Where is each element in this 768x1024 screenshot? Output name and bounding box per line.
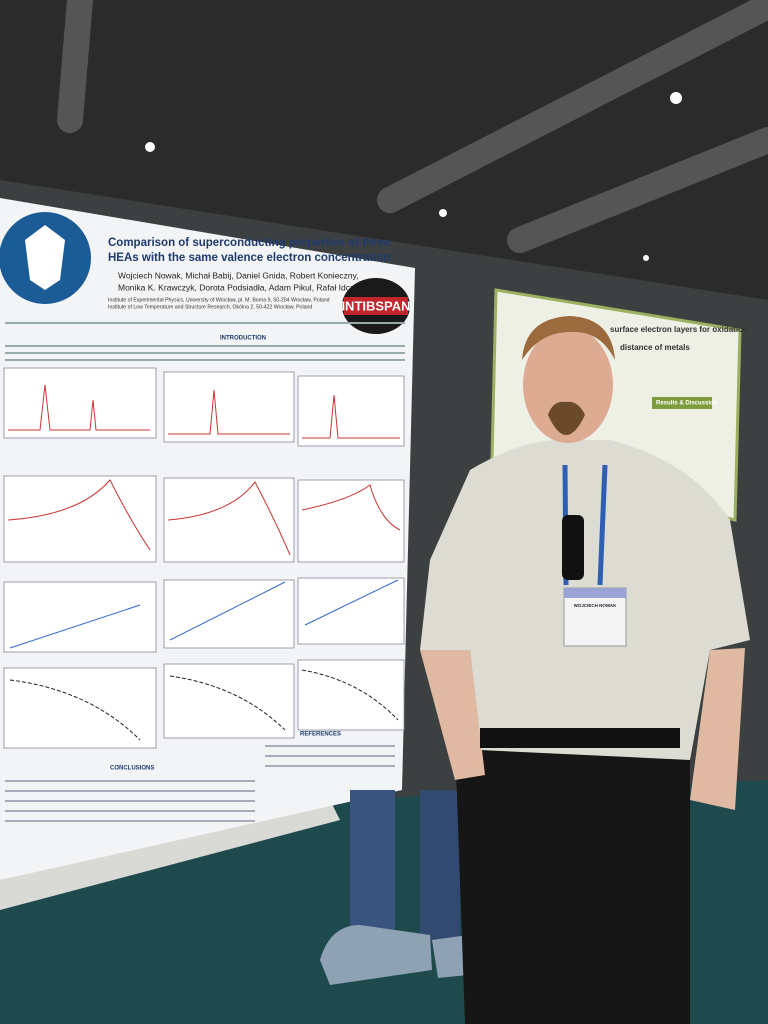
affiliation: Institute of Low Temperature and Structu… — [108, 304, 312, 310]
curve — [9, 679, 141, 741]
beard — [548, 401, 585, 435]
poster-title: HEAs with the same valence electron conc… — [108, 252, 390, 264]
curve — [169, 675, 286, 731]
text-line — [5, 352, 405, 354]
duct — [377, 0, 768, 213]
affiliation: Institute of Experimental Physics, Unive… — [108, 297, 330, 303]
plot — [297, 479, 405, 563]
trousers — [455, 740, 690, 1024]
curve — [301, 669, 399, 721]
text-line — [5, 800, 255, 802]
text-line — [5, 322, 405, 324]
floor-stripe — [0, 800, 340, 910]
curve — [9, 604, 141, 649]
light — [439, 209, 447, 217]
curve — [167, 481, 291, 556]
sunglasses — [562, 515, 584, 580]
curve — [168, 389, 290, 435]
badge-header — [564, 588, 626, 598]
section-heading: CONCLUSIONS — [110, 766, 154, 772]
plot — [163, 663, 295, 739]
logo-band — [344, 297, 408, 315]
jeans — [350, 790, 395, 940]
plot — [3, 581, 157, 653]
text-line — [5, 820, 255, 822]
text-line — [5, 780, 255, 782]
curve — [301, 484, 401, 531]
text-line — [265, 755, 395, 757]
jeans — [420, 790, 460, 940]
plot — [163, 477, 295, 563]
light — [643, 255, 649, 261]
plot — [3, 367, 157, 439]
shoe — [320, 925, 432, 985]
ducts — [57, 0, 768, 253]
plot — [297, 659, 405, 731]
arm — [690, 648, 745, 810]
eagle — [25, 225, 65, 290]
plot — [297, 375, 405, 447]
curve — [7, 479, 151, 551]
text-line — [265, 745, 395, 747]
plots — [3, 367, 405, 749]
section-heading: INTRODUCTION — [220, 336, 266, 342]
hair — [522, 316, 615, 360]
poster-authors: Wojciech Nowak, Michał Babij, Daniel Gni… — [118, 270, 359, 280]
plot — [297, 577, 405, 645]
belt — [480, 728, 680, 748]
text-line — [265, 765, 395, 767]
logo-text: INTIBSPAN — [341, 298, 410, 313]
text-line — [5, 790, 255, 792]
curve — [304, 579, 399, 626]
section-band — [652, 397, 712, 409]
light — [670, 92, 682, 104]
lights — [145, 92, 682, 261]
duct — [507, 127, 768, 253]
curve — [169, 581, 286, 641]
text-line — [5, 345, 405, 347]
plot — [3, 475, 157, 563]
curves — [7, 384, 401, 741]
arm — [420, 650, 485, 780]
text-line — [5, 359, 405, 361]
plot — [3, 667, 157, 749]
badge-name: WOJCIECH NOWAK — [574, 603, 618, 608]
conclusion-text — [5, 745, 395, 822]
plot — [163, 579, 295, 649]
second-poster-title: surface electron layers for oxidation — [610, 325, 748, 334]
poster-authors: Monika K. Krawczyk, Dorota Podsiadła, Ad… — [118, 282, 364, 292]
curve — [302, 394, 400, 439]
curve — [8, 384, 150, 431]
duct — [57, 0, 93, 133]
second-poster-subtitle: distance of metals — [620, 343, 690, 352]
light — [145, 142, 155, 152]
second-poster-section: Results & Discussion — [656, 401, 718, 407]
shoe — [432, 935, 468, 978]
intro-text — [5, 322, 405, 361]
plot — [163, 371, 295, 443]
face — [523, 327, 613, 443]
text-line — [5, 810, 255, 812]
section-heading: REFERENCES — [300, 732, 341, 738]
poster-title: Comparison of superconducting properties… — [108, 237, 390, 249]
